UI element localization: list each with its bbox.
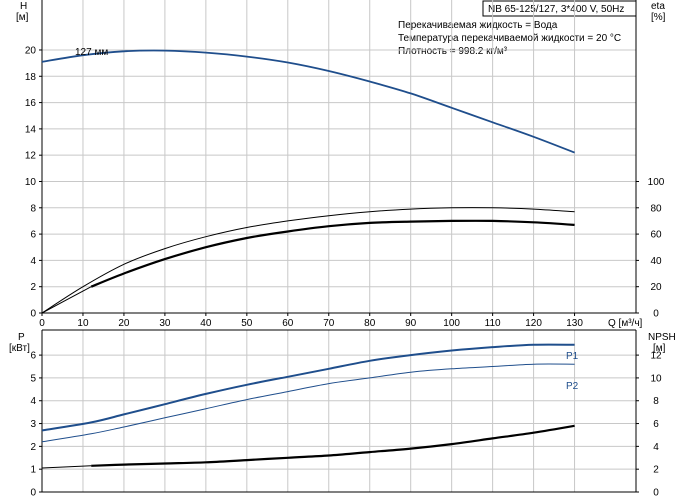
x-tick-label: 110	[485, 318, 501, 329]
top-grid	[42, 0, 636, 313]
right-tick-label: 40	[650, 256, 662, 267]
power-npsh-series-2	[91, 424, 575, 467]
right-tick-label: 100	[648, 177, 665, 188]
right-tick-label: 8	[653, 396, 659, 407]
left-tick-label: 0	[30, 488, 36, 499]
right-tick-label: 12	[650, 351, 662, 362]
npsh-axis-unit: [м]	[653, 343, 666, 354]
head-efficiency-plot: 0 2 4 6 8 10 12 14 16 18 20 0 20 40 60 80 100 0 10 20 30 40…	[16, 0, 666, 329]
p2-series-label: P2	[566, 381, 579, 392]
bottom-grid	[42, 330, 636, 492]
chart-title: NB 65-125/127, 3*400 V, 50Hz	[488, 4, 624, 15]
left-tick-label: 10	[25, 177, 37, 188]
note-density: Плотность = 998.2 кг/м³	[398, 46, 508, 57]
x-tick-label: 30	[159, 318, 171, 329]
impeller-diameter-label: 127 мм	[75, 47, 108, 58]
x-tick-label: 100	[443, 318, 460, 329]
left-tick-label: 14	[25, 124, 37, 135]
bottom-right-ticks: 0 2 4 6 8 10 12	[636, 351, 662, 499]
right-tick-label: 10	[650, 373, 662, 384]
eta-axis-unit: [%]	[651, 12, 666, 23]
x-tick-label: 0	[39, 318, 45, 329]
left-tick-label: 0	[30, 309, 36, 320]
note-temperature: Температура перекачиваемой жидкости = 20…	[398, 33, 621, 44]
left-tick-label: 5	[30, 373, 36, 384]
x-tick-label: 60	[282, 318, 294, 329]
left-tick-label: 2	[30, 442, 36, 453]
p-axis-label: P	[18, 332, 25, 343]
left-tick-label: 16	[25, 98, 37, 109]
right-tick-label: 0	[653, 488, 659, 499]
left-tick-label: 20	[25, 45, 37, 56]
top-left-ticks: 0 2 4 6 8 10 12 14 16 18 20	[25, 45, 42, 320]
x-tick-label: 50	[241, 318, 253, 329]
left-tick-label: 4	[30, 256, 36, 267]
eta-axis-label: eta	[651, 1, 665, 12]
x-tick-label: 120	[525, 318, 542, 329]
power-npsh-series-1	[41, 363, 575, 443]
right-tick-label: 0	[653, 309, 659, 320]
left-tick-label: 4	[30, 396, 36, 407]
left-tick-label: 6	[30, 230, 36, 241]
right-tick-label: 80	[650, 203, 662, 214]
right-tick-label: 4	[653, 442, 659, 453]
left-tick-label: 8	[30, 203, 36, 214]
left-tick-label: 1	[30, 465, 36, 476]
note-fluid: Перекачиваемая жидкость = Вода	[398, 20, 558, 31]
right-tick-label: 2	[653, 465, 659, 476]
right-tick-label: 6	[653, 419, 659, 430]
x-tick-label: 40	[200, 318, 212, 329]
right-tick-label: 20	[650, 282, 662, 293]
head-eta-series-2	[90, 219, 575, 288]
h-axis-label: H	[20, 1, 27, 12]
power-npsh-series-0	[41, 343, 575, 432]
x-tick-label: 130	[566, 318, 583, 329]
npsh-axis-label: NPSH	[648, 332, 676, 343]
x-tick-label: 80	[364, 318, 376, 329]
power-npsh-series-3	[41, 465, 92, 469]
x-tick-label: 20	[118, 318, 130, 329]
h-axis-unit: [м]	[16, 12, 29, 23]
head-eta-series-3	[41, 286, 92, 314]
p-axis-unit: [кВт]	[9, 343, 30, 354]
x-tick-label: 70	[323, 318, 335, 329]
head-eta-series-1	[41, 207, 575, 314]
left-tick-label: 18	[25, 72, 37, 83]
top-right-ticks: 0 20 40 60 80 100	[636, 177, 665, 320]
left-tick-label: 6	[30, 351, 36, 362]
x-tick-label: 90	[405, 318, 417, 329]
q-axis-label: Q [м³/ч]	[608, 318, 643, 329]
top-series	[41, 49, 575, 314]
top-x-ticks: 0 10 20 30 40 50 60 70 80 90 100 110 120 130	[39, 313, 583, 329]
left-tick-label: 2	[30, 282, 36, 293]
bottom-series	[41, 343, 575, 469]
x-tick-label: 10	[77, 318, 89, 329]
head-eta-series-0	[41, 49, 575, 154]
left-tick-label: 12	[25, 151, 37, 162]
right-tick-label: 60	[650, 230, 662, 241]
left-tick-label: 3	[30, 419, 36, 430]
p1-series-label: P1	[566, 351, 579, 362]
bottom-left-ticks: 0 1 2 3 4 5 6	[30, 351, 42, 499]
